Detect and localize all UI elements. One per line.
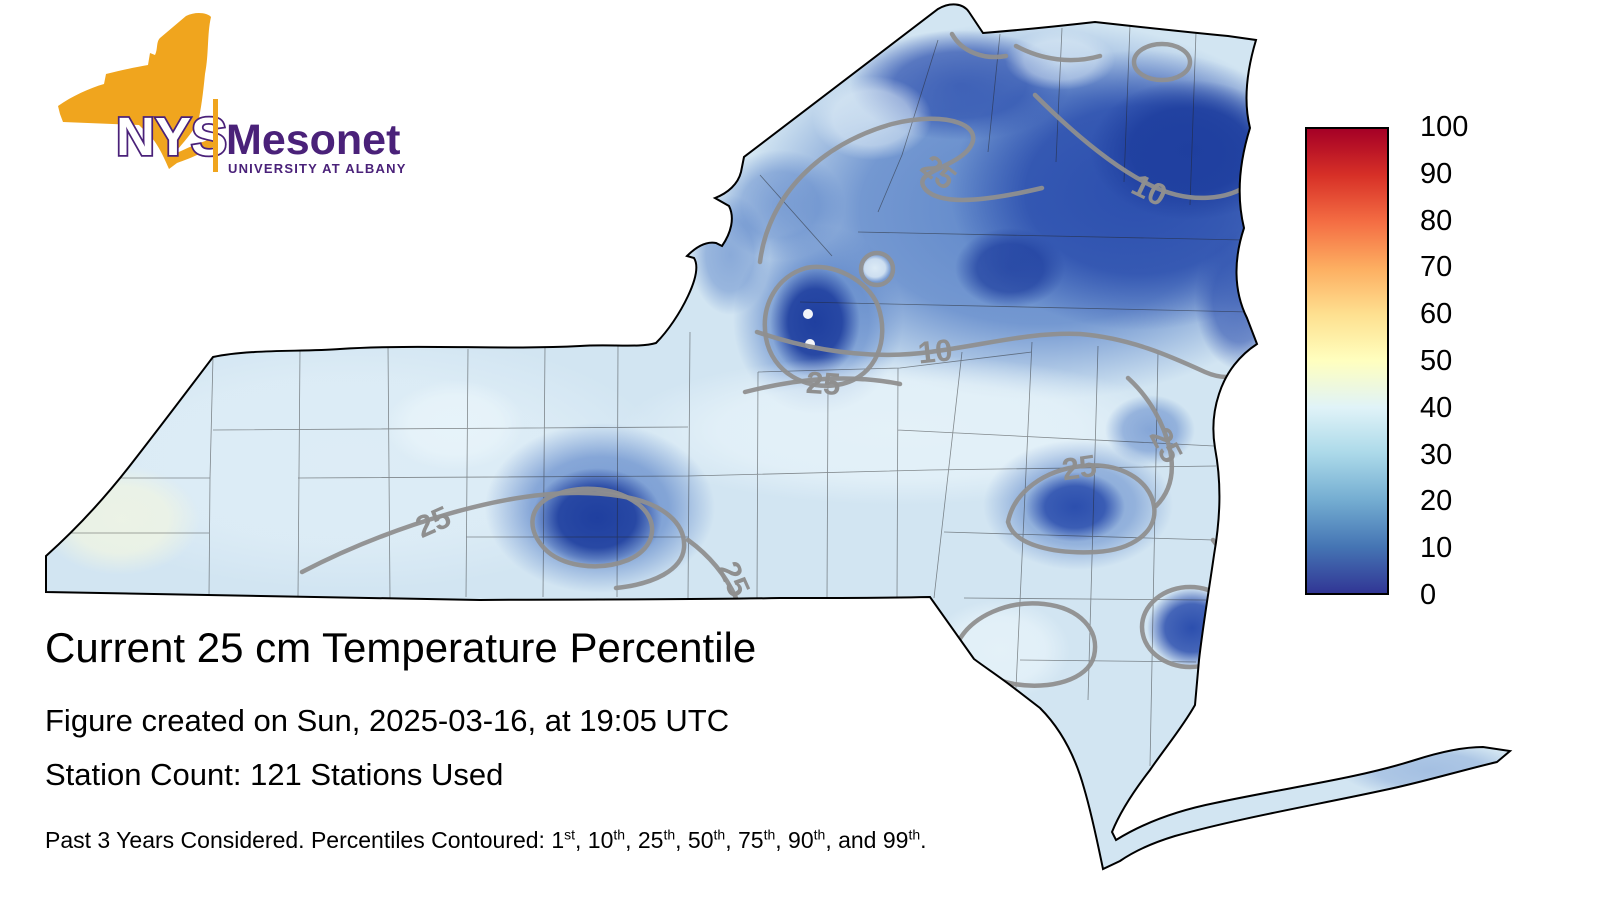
- county-boundaries: [46, 24, 1251, 767]
- contour-label: 25: [805, 365, 842, 402]
- logo-state-shape-icon: [58, 13, 223, 169]
- footnote: Past 3 Years Considered. Percentiles Con…: [45, 826, 927, 853]
- logo-name: Mesonet: [226, 116, 400, 164]
- logo-acronym: NYS: [116, 107, 227, 167]
- ordinal-suffix: th: [908, 826, 921, 843]
- ordinal-suffix: th: [613, 826, 626, 843]
- nys-mesonet-logo: NYS Mesonet UNIVERSITY AT ALBANY: [58, 13, 407, 176]
- figure-title: Current 25 cm Temperature Percentile: [45, 624, 757, 671]
- created-timestamp: Figure created on Sun, 2025-03-16, at 19…: [45, 703, 730, 738]
- colorbar-tick: 90: [1420, 157, 1453, 190]
- colorbar-tick: 100: [1420, 111, 1469, 143]
- colorbar-tick: 30: [1420, 438, 1453, 471]
- ordinal-suffix: st: [564, 826, 575, 843]
- ordinal-suffix: th: [713, 826, 726, 843]
- colorbar-tick: 70: [1420, 251, 1453, 284]
- colorbar-tick: 0: [1420, 578, 1437, 611]
- station-dot: [803, 309, 813, 319]
- colorbar-tick: 60: [1420, 298, 1453, 331]
- station-count-line: Station Count: 121 Stations Used: [45, 757, 504, 792]
- logo-divider: [213, 99, 218, 172]
- contour-label: 25: [1060, 448, 1099, 487]
- state-outline: [45, 3, 1513, 871]
- ordinal-suffix: th: [663, 826, 676, 843]
- colorbar-tick: 10: [1420, 532, 1453, 565]
- colorbar-tick: 20: [1420, 485, 1453, 518]
- percentile-colorbar: [1305, 127, 1389, 595]
- logo-tagline: UNIVERSITY AT ALBANY: [228, 161, 407, 176]
- contour-label: 10: [916, 332, 954, 370]
- ordinal-suffix: th: [763, 826, 776, 843]
- colorbar-tick: 40: [1420, 391, 1453, 424]
- colorbar-tick-labels: 100 90 80 70 60 50 40 30 20 10 0: [1420, 110, 1468, 612]
- ordinal-suffix: th: [813, 826, 826, 843]
- colorbar-tick: 80: [1420, 204, 1453, 237]
- colorbar-tick: 50: [1420, 344, 1453, 377]
